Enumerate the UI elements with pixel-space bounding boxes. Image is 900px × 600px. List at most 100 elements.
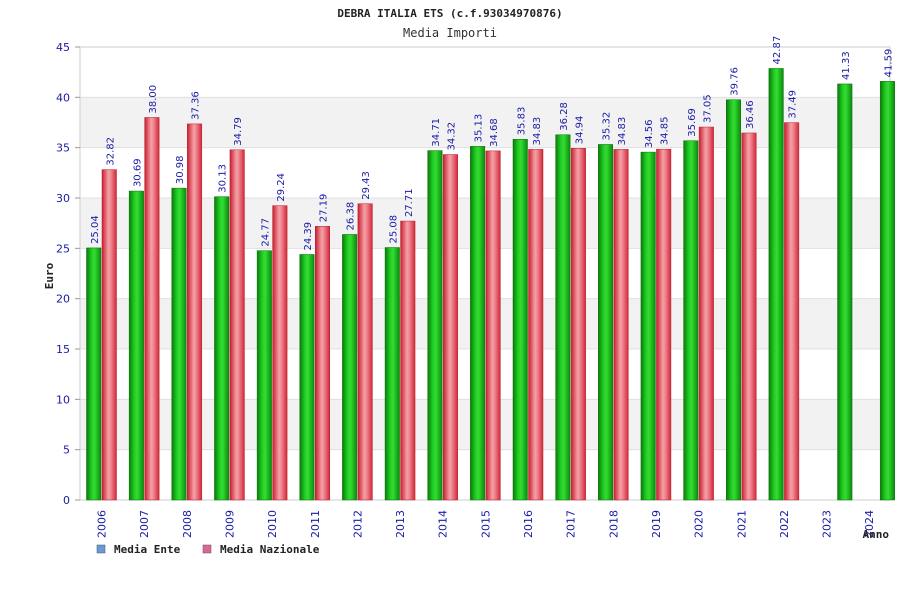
value-label-media-nazionale-2013: 27.71 [404,188,415,217]
value-label-media-nazionale-2009: 34.79 [233,117,244,146]
x-tick-label-2016: 2016 [522,510,535,538]
value-label-media-nazionale-2017: 34.94 [574,116,585,145]
x-axis-title: Anno [863,528,890,541]
value-label-media-ente-2006: 25.04 [90,215,101,244]
value-label-media-nazionale-2010: 29.24 [276,173,287,202]
y-tick-label: 30 [56,192,70,205]
x-tick-label-2017: 2017 [565,510,578,538]
value-label-media-ente-2010: 24.77 [260,218,271,247]
value-label-media-ente-2009: 30.13 [218,164,229,193]
x-tick-label-2020: 2020 [693,510,706,538]
bar-media-nazionale-2010 [272,205,288,501]
value-label-media-ente-2022: 42.87 [772,36,783,65]
value-label-media-ente-2016: 35.83 [516,107,527,136]
bar-media-ente-2012 [342,234,358,501]
bar-media-ente-2020 [683,140,699,501]
x-tick-label-2008: 2008 [181,510,194,538]
value-label-media-nazionale-2020: 37.05 [702,94,713,123]
value-label-media-ente-2023: 41.33 [841,51,852,80]
legend-label-media-nazionale: Media Nazionale [220,543,320,556]
bar-media-nazionale-2008 [187,123,203,501]
bar-media-ente-2018 [598,144,614,501]
value-label-media-ente-2013: 25.08 [388,215,399,244]
x-tick-label-2018: 2018 [607,510,620,538]
bar-media-ente-2017 [555,134,571,501]
legend-swatch-media-nazionale [202,544,212,554]
value-label-media-ente-2017: 36.28 [559,102,570,131]
value-label-media-ente-2024: 41.59 [883,49,894,78]
y-tick-label: 35 [56,142,70,155]
y-tick-label: 25 [56,242,70,255]
x-tick-label-2010: 2010 [266,510,279,538]
x-tick-label-2022: 2022 [778,510,791,538]
value-label-media-nazionale-2015: 34.68 [489,118,500,147]
x-tick-label-2019: 2019 [650,510,663,538]
bar-media-nazionale-2011 [315,226,330,501]
value-label-media-nazionale-2014: 34.32 [446,122,457,151]
bar-media-nazionale-2022 [784,122,800,501]
y-tick-label: 0 [63,494,70,507]
bars [86,68,895,501]
value-label-media-nazionale-2008: 37.36 [191,91,202,120]
x-tick-label-2024: 2024 [863,510,876,538]
y-axis-title: Euro [43,262,56,289]
x-axis-ticks: 2006 2007 2008 2009 2010 2011 2012 2013 2014 2015… [96,510,877,538]
value-label-media-nazionale-2019: 34.85 [660,117,671,146]
y-axis-ticks: 0 5 10 15 20 25 30 35 40 45 [56,41,80,507]
value-label-media-ente-2020: 35.69 [687,108,698,137]
bar-media-nazionale-2007 [144,117,160,501]
bar-media-nazionale-2012 [357,203,373,501]
legend: Media Ente Media Nazionale [96,543,320,556]
x-tick-label-2021: 2021 [735,510,748,538]
value-label-media-nazionale-2016: 34.83 [532,117,543,146]
bar-media-ente-2021 [726,99,741,501]
y-tick-label: 40 [56,91,70,104]
y-tick-label: 5 [63,444,70,457]
value-label-media-ente-2011: 24.39 [303,222,314,251]
bar-media-nazionale-2016 [528,149,544,501]
value-label-media-ente-2007: 30.69 [132,158,143,187]
value-label-media-ente-2015: 35.13 [474,114,485,143]
x-tick-label-2007: 2007 [138,510,151,538]
bar-media-nazionale-2014 [442,154,458,501]
bar-media-nazionale-2017 [570,148,586,501]
bar-media-nazionale-2006 [101,169,117,501]
value-label-media-ente-2019: 34.56 [644,119,655,148]
bar-media-ente-2022 [768,68,784,501]
bar-media-nazionale-2018 [613,149,629,501]
x-tick-label-2014: 2014 [437,510,450,538]
x-tick-label-2015: 2015 [479,510,492,538]
bar-media-ente-2024 [879,81,895,501]
bar-media-nazionale-2015 [485,150,501,501]
value-labels: 25.04 32.82 30.69 38.00 30.98 37.36 30.13 34.79… [90,36,895,251]
x-tick-label-2011: 2011 [309,510,322,538]
x-tick-label-2023: 2023 [821,510,834,538]
chart-subtitle: Media Importi [403,26,497,40]
x-tick-label-2006: 2006 [96,510,109,538]
value-label-media-nazionale-2011: 27.19 [319,194,330,223]
bar-media-nazionale-2009 [229,149,245,501]
bar-media-ente-2016 [512,139,528,501]
x-tick-label-2012: 2012 [351,510,364,538]
bar-media-ente-2015 [470,146,486,501]
bar-media-ente-2023 [837,83,853,501]
value-label-media-ente-2021: 39.76 [730,67,741,96]
value-label-media-ente-2014: 34.71 [431,118,442,147]
bar-media-nazionale-2021 [741,132,757,501]
value-label-media-nazionale-2021: 36.46 [745,100,756,129]
value-label-media-ente-2018: 35.32 [602,112,613,141]
y-tick-label: 45 [56,41,70,54]
value-label-media-nazionale-2012: 29.43 [361,171,372,200]
bar-media-ente-2008 [171,187,187,501]
value-label-media-nazionale-2007: 38.00 [148,85,159,114]
value-label-media-ente-2012: 26.38 [346,202,357,231]
bar-media-ente-2007 [128,190,144,501]
value-label-media-nazionale-2022: 37.49 [788,90,799,119]
bar-media-ente-2013 [384,247,400,501]
legend-swatch-media-ente [96,544,106,554]
bar-media-nazionale-2019 [656,148,672,501]
bar-media-ente-2014 [427,150,443,501]
legend-label-media-ente: Media Ente [114,543,181,556]
y-tick-label: 20 [56,293,70,306]
